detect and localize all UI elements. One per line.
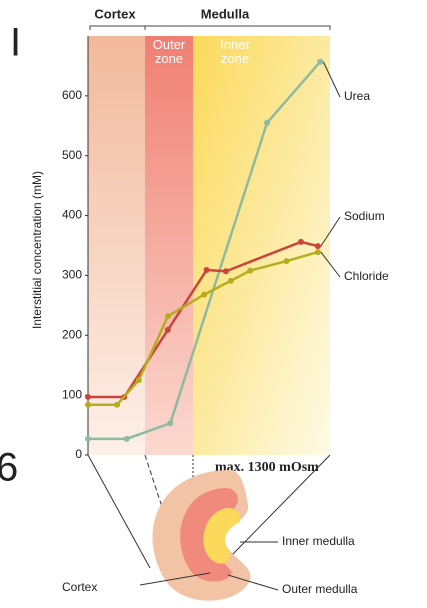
page: {"chart_data": {"type": "line", "y_label… — [0, 0, 427, 608]
y-tick-label: 100 — [62, 387, 82, 401]
chart: Cortex Medulla Interstitial concentratio… — [0, 0, 427, 608]
zone-label: Inner zone — [215, 38, 255, 66]
data-point — [247, 268, 253, 274]
diagram-label: Inner medulla — [282, 534, 355, 548]
annotation: 6 — [0, 446, 18, 490]
series-label: Urea — [344, 89, 370, 103]
data-point — [317, 59, 323, 65]
y-tick-label: 500 — [62, 148, 82, 162]
region-label: Medulla — [201, 6, 250, 21]
data-point — [204, 267, 210, 273]
data-point — [315, 249, 321, 255]
y-tick-label: 200 — [62, 327, 82, 341]
diagram-label: Cortex — [62, 580, 97, 594]
data-point — [114, 402, 120, 408]
zone-bands — [88, 26, 330, 455]
data-point — [85, 402, 91, 408]
zone-label: Outer zone — [145, 38, 193, 66]
series-label: Chloride — [344, 269, 389, 283]
diagram-label: Outer medulla — [282, 582, 358, 596]
data-point — [228, 278, 234, 284]
data-point — [264, 120, 270, 126]
y-tick-label: 300 — [62, 268, 82, 282]
data-point — [298, 239, 304, 245]
region-label: Cortex — [94, 6, 136, 21]
data-point — [223, 268, 229, 274]
data-point — [136, 377, 142, 383]
data-point — [283, 258, 289, 264]
data-point — [124, 436, 130, 442]
kidney-diagram — [88, 455, 330, 601]
data-point — [85, 394, 91, 400]
y-tick-label: 400 — [62, 208, 82, 222]
annotation: I — [10, 21, 21, 65]
series-label: Sodium — [344, 209, 385, 223]
y-axis-label: Interstitial concentration (mM) — [30, 171, 44, 329]
data-point — [201, 292, 207, 298]
y-tick-label: 600 — [62, 88, 82, 102]
y-tick-label: 0 — [75, 447, 82, 461]
data-point — [85, 436, 91, 442]
data-point — [165, 313, 171, 319]
data-point — [315, 243, 321, 249]
data-point — [167, 420, 173, 426]
data-point — [165, 327, 171, 333]
